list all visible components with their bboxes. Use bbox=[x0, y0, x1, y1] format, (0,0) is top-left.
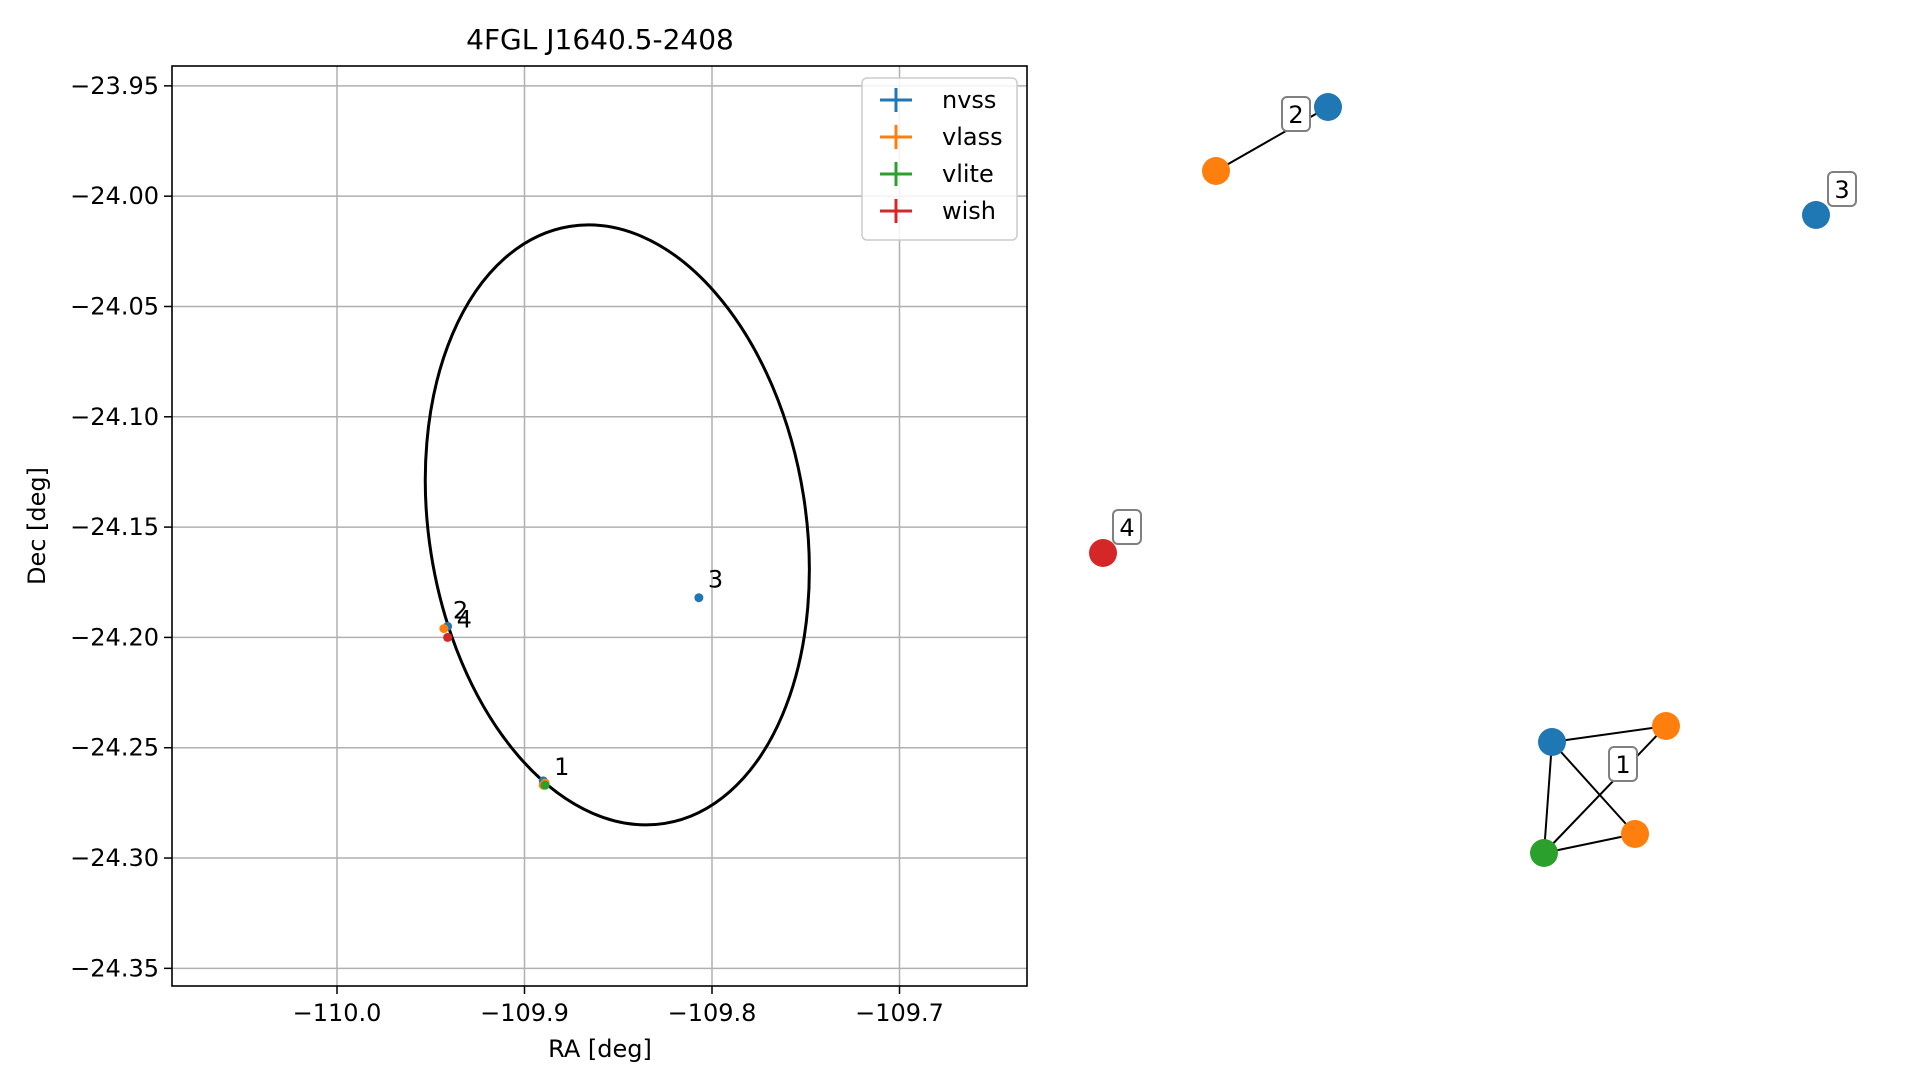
y-tick-label: −24.05 bbox=[70, 292, 159, 320]
y-tick-label: −24.00 bbox=[70, 182, 159, 210]
y-tick-label: −24.35 bbox=[70, 954, 159, 982]
point-vlite bbox=[540, 780, 550, 790]
match-graph-panel: 1 2 3 4 bbox=[1089, 93, 1857, 867]
point-label: 4 bbox=[457, 605, 472, 633]
group-label: 4 bbox=[1119, 514, 1134, 542]
legend-label-vlass: vlass bbox=[942, 123, 1003, 151]
points-layer: 3 2 1 4 bbox=[439, 566, 723, 790]
x-tick-label: −109.8 bbox=[668, 999, 757, 1027]
y-tick-label: −24.25 bbox=[70, 734, 159, 762]
legend-label-wish: wish bbox=[942, 197, 996, 225]
point-wish bbox=[443, 632, 453, 642]
group-label: 3 bbox=[1834, 176, 1849, 204]
point-label: 3 bbox=[708, 566, 723, 594]
y-tick-label: −24.20 bbox=[70, 623, 159, 651]
error-ellipse-layer bbox=[423, 223, 811, 827]
x-tick-label: −109.9 bbox=[480, 999, 569, 1027]
y-tick-label: −23.95 bbox=[70, 72, 159, 100]
graph-edge bbox=[1215, 106, 1329, 172]
y-tick-label: −24.10 bbox=[70, 403, 159, 431]
x-tick-label: −109.7 bbox=[855, 999, 944, 1027]
error-ellipse bbox=[423, 223, 811, 827]
group-label-box bbox=[1827, 171, 1857, 207]
y-tick-label: −24.30 bbox=[70, 844, 159, 872]
legend-label-nvss: nvss bbox=[942, 86, 996, 114]
graph-node-vlite bbox=[1530, 839, 1558, 867]
graph-node-vlass bbox=[1202, 157, 1230, 185]
y-axis-label: Dec [deg] bbox=[23, 467, 51, 585]
graph-edge bbox=[1543, 725, 1667, 854]
point-label: 2 bbox=[453, 597, 468, 625]
point-vlass bbox=[439, 624, 449, 634]
legend: nvss vlass vlite wish bbox=[861, 77, 1018, 241]
graph-edge bbox=[1551, 741, 1636, 835]
graph-node-nvss bbox=[1802, 201, 1830, 229]
x-tick-label: −110.0 bbox=[293, 999, 382, 1027]
x-axis-label: RA [deg] bbox=[548, 1035, 652, 1063]
point-nvss bbox=[694, 593, 704, 603]
group-label: 2 bbox=[1288, 101, 1303, 129]
grid bbox=[172, 66, 1027, 986]
legend-box bbox=[861, 77, 1018, 241]
scatter-panel: 4FGL J1640.5-2408 3 2 1 4 −110.0 −109.9 −109.… bbox=[23, 23, 1028, 1063]
point-label: 1 bbox=[554, 753, 569, 781]
group-label-box bbox=[1281, 96, 1311, 132]
group-label: 1 bbox=[1615, 751, 1630, 779]
graph-edge bbox=[1551, 725, 1667, 743]
y-tick-label: −24.15 bbox=[70, 513, 159, 541]
group-label-box bbox=[1608, 746, 1638, 782]
graph-node-nvss bbox=[1314, 93, 1342, 121]
legend-label-vlite: vlite bbox=[942, 160, 994, 188]
plot-frame bbox=[171, 65, 1028, 987]
graph-node-nvss bbox=[1538, 728, 1566, 756]
graph-node-wish bbox=[1089, 539, 1117, 567]
ticks: −110.0 −109.9 −109.8 −109.7 −23.95 −24.00 −24.… bbox=[70, 72, 944, 1027]
graph-node-vlass bbox=[1621, 820, 1649, 848]
graph-edge bbox=[1543, 833, 1636, 854]
plot-title: 4FGL J1640.5-2408 bbox=[466, 23, 734, 56]
graph-edge bbox=[1543, 741, 1553, 854]
group-label-box bbox=[1112, 509, 1142, 545]
graph-node-vlass bbox=[1652, 712, 1680, 740]
